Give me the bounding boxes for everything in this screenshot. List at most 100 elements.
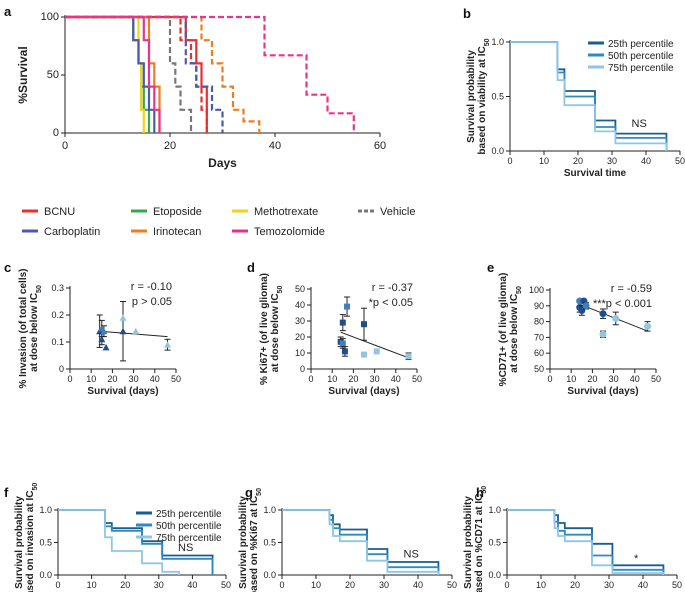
x-tick-label: 30: [604, 580, 614, 590]
x-axis-title: Survival (days): [328, 386, 399, 397]
y-tick-label: 0.2: [51, 310, 64, 320]
panel-letter: c: [4, 260, 11, 275]
panel-letter: f: [4, 485, 9, 500]
series-75th-percentile: [507, 509, 665, 575]
data-point: [599, 330, 607, 338]
x-tick-label: 0: [67, 374, 72, 384]
regression-line: [340, 331, 409, 359]
x-tick-label: 20: [570, 580, 580, 590]
y-tick-label: 1.0: [263, 505, 276, 515]
data-point: [98, 335, 106, 343]
legend-label: Etoposide: [153, 206, 202, 218]
series-25th-percentile: [507, 509, 665, 575]
y-tick-label: 0: [53, 127, 59, 139]
panel-b: b 0 10 20 30 40 50 0.0 0.5 1.0 Survival time Surviv…: [463, 6, 685, 179]
legend-label: Carboplatin: [44, 226, 100, 238]
y-tick-label: 1.0: [491, 37, 504, 47]
significance-annotation: NS: [632, 118, 647, 130]
series-methotrexate: [65, 15, 145, 133]
series-75th-percentile: [510, 41, 668, 151]
x-tick-label: 10: [86, 374, 96, 384]
legend-label: Methotrexate: [254, 206, 318, 218]
y-tick-label: 90: [534, 301, 544, 311]
significance-annotation: NS: [178, 542, 193, 554]
panel-letter: a: [4, 4, 12, 19]
data-point: [119, 327, 127, 335]
x-tick-label: 40: [187, 580, 197, 590]
x-tick-label: 10: [536, 580, 546, 590]
legend-label: 25th percentile: [608, 39, 674, 50]
x-tick-label: 30: [370, 374, 380, 384]
x-tick-label: 30: [379, 580, 389, 590]
y-tick-label: 0.5: [491, 92, 504, 102]
y-axis-title-line2: based on viability at IC50: [477, 38, 491, 154]
x-tick-label: 30: [607, 156, 617, 166]
data-point: [341, 348, 348, 355]
legend-label: BCNU: [44, 206, 75, 218]
y-tick-label: 20: [295, 332, 305, 342]
stat-p: p > 0.05: [132, 296, 172, 308]
x-tick-label: 50: [651, 374, 661, 384]
y-tick-label: 100: [529, 285, 544, 295]
x-tick-label: 0: [279, 580, 284, 590]
panel-letter: d: [247, 260, 255, 275]
legend-label: 50th percentile: [608, 51, 674, 62]
data-point: [339, 319, 346, 326]
data-point: [644, 322, 652, 330]
x-tick-label: 20: [573, 156, 583, 166]
data-point: [102, 343, 110, 351]
y-tick-label: 1.0: [39, 505, 52, 515]
x-tick-label: 20: [345, 580, 355, 590]
x-tick-label: 50: [221, 580, 231, 590]
x-tick-label: 50: [171, 374, 181, 384]
y-tick-label: 40: [295, 300, 305, 310]
series-75th-percentile: [58, 509, 180, 575]
y-axis-title-line1: Survival probability: [14, 496, 25, 589]
x-tick-label: 40: [269, 140, 281, 152]
x-tick-label: 50: [412, 374, 422, 384]
x-tick-label: 40: [638, 580, 648, 590]
x-axis-title: Survival time: [564, 168, 627, 179]
x-tick-label: 20: [107, 374, 117, 384]
stat-p: *p < 0.05: [369, 297, 413, 309]
x-tick-label: 50: [672, 580, 682, 590]
panel-letter: g: [245, 485, 253, 500]
x-tick-label: 0: [504, 580, 509, 590]
data-point: [582, 302, 590, 310]
y-tick-label: 0: [300, 364, 305, 374]
stat-r: r = -0.59: [611, 283, 652, 295]
y-axis-title-line2: based on invasion at IC50: [25, 483, 39, 592]
y-axis-title-line2: based on %Ki67 at IC50: [249, 488, 263, 592]
y-tick-label: 1.0: [488, 505, 501, 515]
y-tick-label: 50: [47, 69, 59, 81]
y-tick-label: 50: [534, 364, 544, 374]
data-point: [361, 351, 367, 358]
series-bcnu-dashed-: [65, 15, 208, 133]
y-tick-label: 0.1: [51, 337, 64, 347]
y-axis-title-line1: Survival probability: [463, 496, 474, 589]
x-tick-label: 30: [154, 580, 164, 590]
series-etoposide: [65, 15, 151, 133]
x-tick-label: 40: [413, 580, 423, 590]
stat-p: ***p < 0.001: [593, 298, 652, 310]
series-temozolomide: [65, 15, 161, 133]
y-axis-title-line1: Survival probability: [466, 50, 477, 143]
x-tick-label: 0: [62, 140, 68, 152]
x-tick-label: 50: [447, 580, 457, 590]
x-tick-label: 20: [164, 140, 176, 152]
legend-label: 75th percentile: [608, 63, 674, 74]
series-50th-percentile: [282, 509, 440, 575]
series-carboplatin: [65, 15, 156, 133]
data-point: [339, 340, 346, 347]
y-axis-title: %Survival: [16, 46, 30, 103]
y-axis-title-line2: at dose below IC50: [29, 285, 43, 372]
series-temozolomide-dashed-: [65, 15, 355, 133]
y-axis-title-line2: based on %CD71 at IC50: [474, 486, 488, 592]
data-point: [119, 314, 127, 321]
legend-label: 25th percentile: [156, 509, 222, 520]
x-tick-label: 20: [587, 374, 597, 384]
x-axis-title: Days: [208, 156, 237, 170]
y-tick-label: 0.5: [263, 538, 276, 548]
data-point: [361, 321, 367, 328]
